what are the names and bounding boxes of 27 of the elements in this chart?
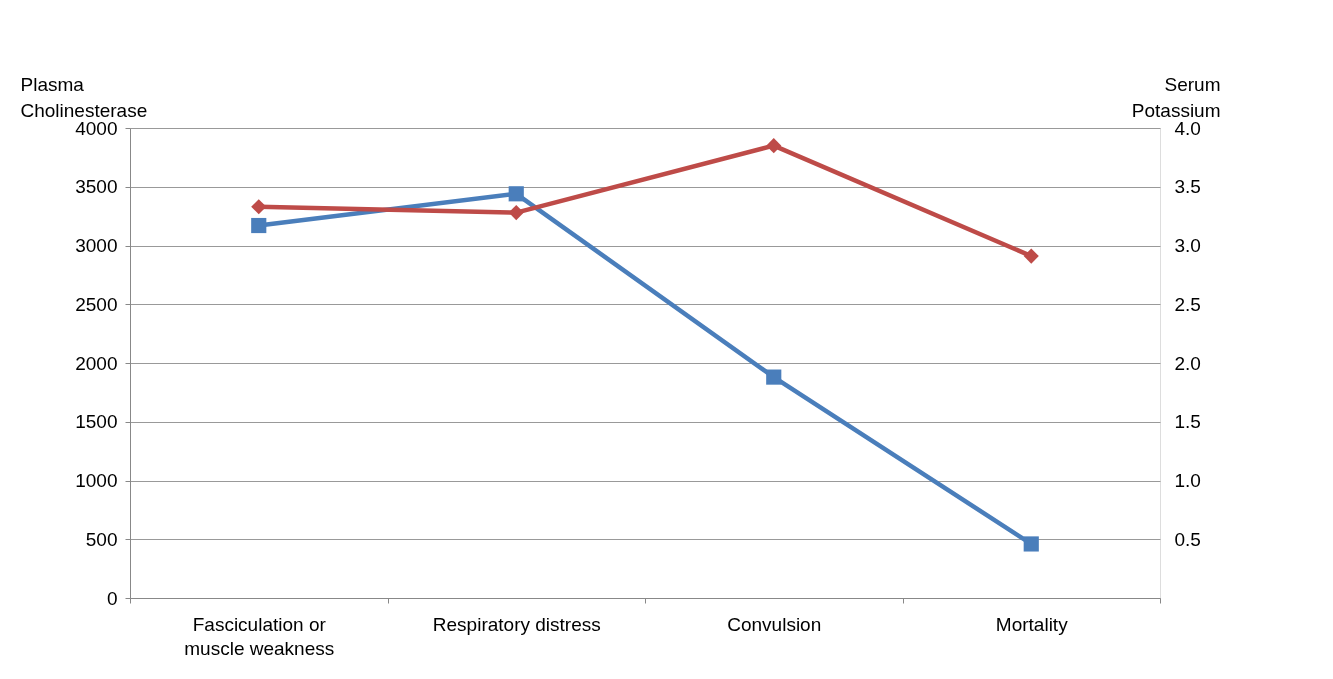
y-tick-label: 500 <box>85 528 118 550</box>
y-tick-label: 3500 <box>75 176 118 198</box>
x-tick-label: Convulsion <box>727 613 822 635</box>
y2-tick-label: 3.0 <box>1174 235 1201 256</box>
y2-tick-label: 1.0 <box>1174 470 1201 491</box>
point <box>1023 248 1039 264</box>
y-tick-label: 3000 <box>75 235 118 256</box>
y2-tick-label: 3.5 <box>1174 176 1201 198</box>
y2-tick-label: 1.5 <box>1174 411 1201 433</box>
x-tick-label: Fasciculation or muscle weakness <box>184 613 335 659</box>
y-tick-label: 0 <box>106 587 118 609</box>
point <box>251 217 267 234</box>
x-tick-label: Mortality <box>995 613 1069 635</box>
point <box>766 138 782 154</box>
y-tick-label: 2500 <box>75 293 118 315</box>
y2-tick-label: 2.5 <box>1174 293 1201 315</box>
y2-tick-label: 0.5 <box>1174 528 1201 550</box>
y2-tick-label: 2.0 <box>1174 352 1201 374</box>
point <box>251 199 267 215</box>
point <box>508 186 524 202</box>
point <box>766 369 782 385</box>
y-tick-label: 1500 <box>75 411 118 433</box>
point <box>508 205 524 221</box>
point <box>1023 536 1039 552</box>
y-tick-label: 2000 <box>75 352 118 374</box>
x-tick-label: Respiratory distress <box>432 613 601 635</box>
y-tick-label: 1000 <box>75 470 118 491</box>
